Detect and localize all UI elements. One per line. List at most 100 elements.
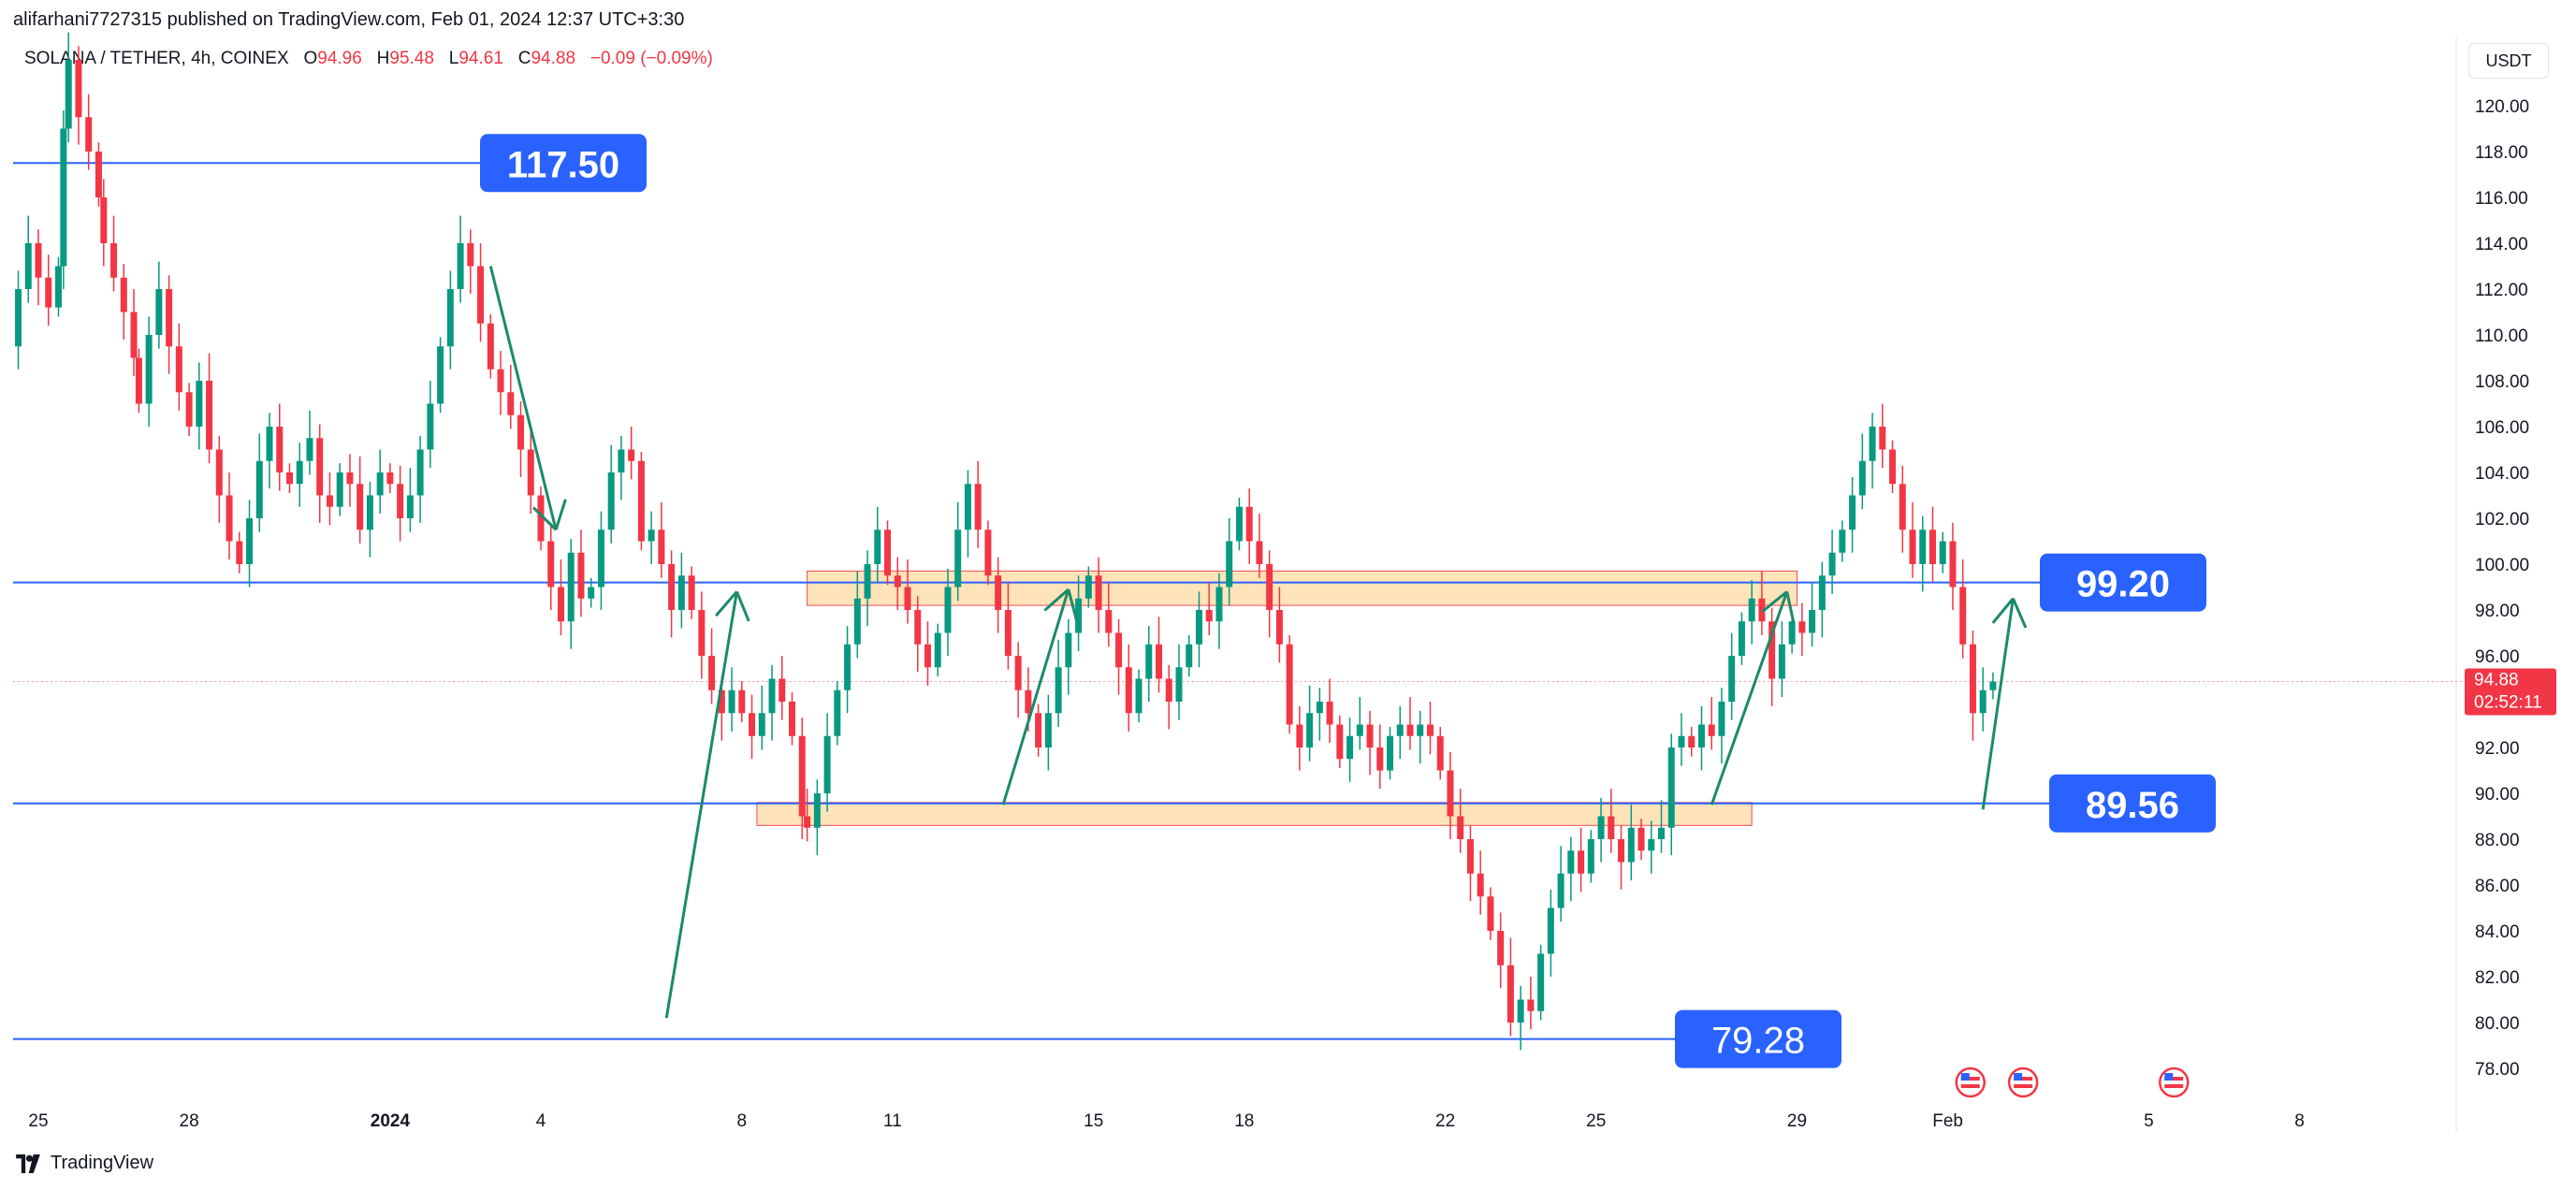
candle-body xyxy=(1798,621,1806,633)
candle-body xyxy=(60,128,67,267)
candle-body xyxy=(416,449,424,496)
candle-body xyxy=(758,713,765,736)
candle-body xyxy=(1969,644,1976,714)
candle-body xyxy=(1477,873,1484,897)
candle-body xyxy=(497,369,504,393)
arrow-head xyxy=(2012,598,2028,629)
candle-body xyxy=(1567,850,1575,874)
change-value: −0.09 (−0.09%) xyxy=(589,49,713,68)
candle-body xyxy=(1186,644,1193,668)
candle-body xyxy=(296,460,303,485)
events-layer xyxy=(1955,1067,2190,1098)
candle-body xyxy=(597,530,604,588)
x-tick-label: 8 xyxy=(737,1111,748,1131)
candle-body xyxy=(1356,724,1363,736)
supply-demand-zone xyxy=(756,802,1753,826)
candle-body xyxy=(15,289,22,347)
candle-body xyxy=(834,689,841,736)
candle-body xyxy=(1728,656,1736,702)
candle-body xyxy=(1688,735,1696,747)
candle-body xyxy=(1869,427,1876,461)
candle-body xyxy=(1708,724,1715,736)
candle-body xyxy=(1939,541,1946,564)
supply-demand-zone xyxy=(807,570,1797,606)
x-tick-label: 5 xyxy=(2144,1111,2154,1131)
candle-body xyxy=(1578,850,1585,874)
x-tick-label: 22 xyxy=(1435,1111,1455,1131)
candles-layer xyxy=(15,32,1997,1051)
time-axis[interactable]: 25 28 2024 4 8 11 15 18 22 25 29 Feb 5 8 xyxy=(28,1111,2304,1131)
candle-body xyxy=(1156,644,1163,679)
candle-body xyxy=(1919,530,1927,564)
candle-body xyxy=(1226,541,1233,588)
candle-body xyxy=(1025,689,1032,714)
candle-body xyxy=(658,530,665,564)
candle-body xyxy=(1426,724,1434,736)
candle-body xyxy=(1266,564,1273,610)
candle-body xyxy=(446,289,454,347)
candle-body xyxy=(1065,632,1072,668)
candle-body xyxy=(1115,632,1123,668)
zones-layer xyxy=(756,570,1797,826)
y-tick-label: 78.00 xyxy=(2475,1060,2520,1080)
level-label-box xyxy=(1675,1009,1841,1068)
candle-body xyxy=(155,289,163,335)
candle-body xyxy=(397,484,404,518)
currency-button[interactable]: USDT xyxy=(2468,43,2549,79)
candle-body xyxy=(1035,713,1042,747)
candle-body xyxy=(1809,610,1816,633)
candle-body xyxy=(1718,702,1725,736)
candle-body xyxy=(1195,610,1202,645)
y-tick-label: 108.00 xyxy=(2475,372,2529,392)
candle-body xyxy=(884,530,892,576)
y-tick-label: 88.00 xyxy=(2475,831,2520,850)
candle-body xyxy=(1818,575,1826,610)
candle-body xyxy=(1275,610,1283,645)
price-axis[interactable]: 78.00 80.00 82.00 84.00 86.00 88.00 90.00 92.00… xyxy=(2475,97,2529,1080)
candle-body xyxy=(306,438,313,461)
candle-body xyxy=(1547,907,1554,954)
candle-body xyxy=(1256,541,1263,564)
candle-body xyxy=(1014,656,1022,690)
candle-body xyxy=(1979,689,1987,714)
candle-body xyxy=(1667,747,1675,828)
y-tick-label: 118.00 xyxy=(2475,143,2528,163)
candle-body xyxy=(427,403,434,450)
candle-body xyxy=(406,495,414,518)
candle-body xyxy=(1788,621,1796,645)
candle-body xyxy=(1084,575,1092,599)
us-flag-icon xyxy=(2007,1067,2039,1098)
candle-body xyxy=(1055,667,1062,714)
footer-brand[interactable]: TradingView xyxy=(13,1153,153,1174)
open-value: 94.96 xyxy=(317,49,362,68)
candle-body xyxy=(1457,816,1464,839)
candle-body xyxy=(577,552,585,599)
close-label: C xyxy=(517,49,531,68)
candle-body xyxy=(507,392,515,415)
countdown-text: 02:52:11 xyxy=(2474,692,2542,712)
candle-body xyxy=(924,644,931,668)
candle-body xyxy=(648,530,655,542)
candle-body xyxy=(813,793,821,828)
symbol-name[interactable]: SOLANA / TETHER, 4h, COINEX xyxy=(24,49,289,68)
candle-body xyxy=(864,564,871,599)
candle-body xyxy=(1376,747,1384,771)
candle-body xyxy=(517,414,525,450)
candle-body xyxy=(1316,702,1323,714)
y-tick-label: 102.00 xyxy=(2475,510,2529,530)
level-label: 89.56 xyxy=(2049,774,2216,833)
us-flag-icon xyxy=(2159,1067,2190,1098)
flag-canton xyxy=(2014,1073,2023,1081)
x-tick-label: 18 xyxy=(1234,1111,1254,1131)
tradingview-logo-icon xyxy=(16,1154,40,1173)
candle-body xyxy=(185,392,193,427)
current-price-box xyxy=(2465,668,2556,716)
y-tick-label: 104.00 xyxy=(2475,464,2529,484)
arrow-head xyxy=(1043,588,1070,612)
candle-body xyxy=(1396,724,1404,736)
candle-body xyxy=(954,530,962,588)
candle-body xyxy=(1487,896,1494,931)
flag-stripe xyxy=(1960,1084,1980,1088)
candle-body xyxy=(215,449,223,496)
